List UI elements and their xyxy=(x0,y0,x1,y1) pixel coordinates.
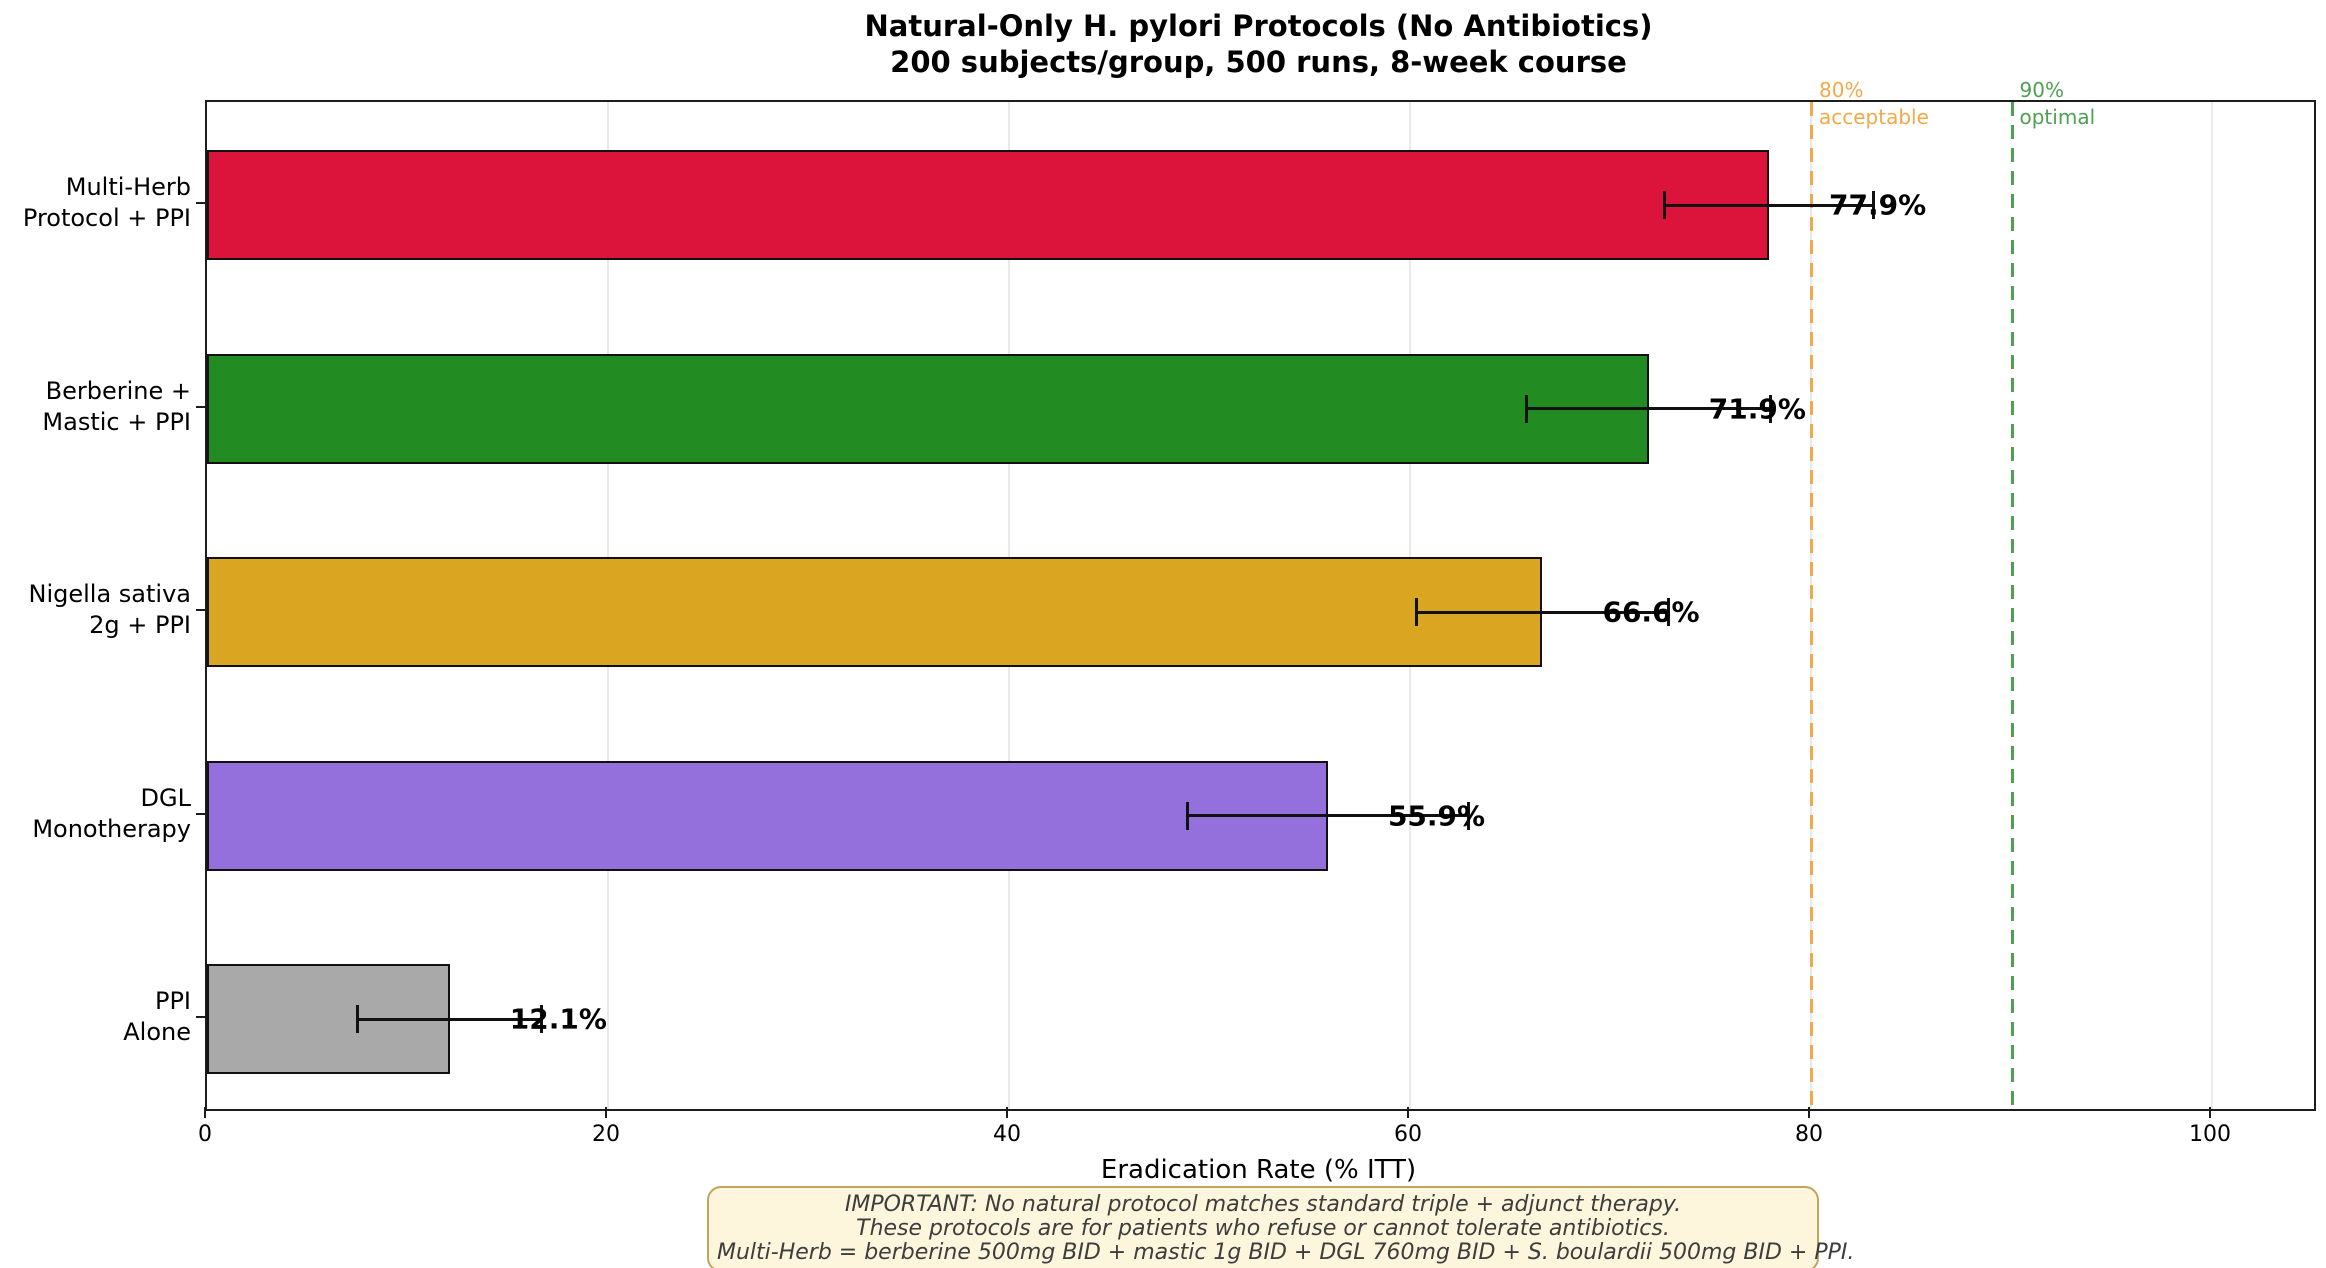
bar-value-label-2: 71.9% xyxy=(1708,392,1806,425)
y-tick-2 xyxy=(196,405,205,408)
error-bar-cap-right-2 xyxy=(1769,394,1773,423)
y-tick-label-3-line1: Nigella sativa xyxy=(28,580,192,608)
y-tick-1 xyxy=(196,202,205,204)
error-bar-2 xyxy=(1526,407,1771,410)
y-tick-label-3-line2: 2g + PPI xyxy=(89,611,191,639)
y-tick-label-2-line1: Berberine + xyxy=(45,376,191,405)
threshold-label-line2-80: acceptable xyxy=(1819,105,1929,129)
x-tick-label-40: 40 xyxy=(993,1122,1021,1147)
y-tick-label-3: Nigella sativa 2g + PPI xyxy=(0,579,192,641)
x-tick-label-60: 60 xyxy=(1394,1122,1422,1147)
chart-title: Natural-Only H. pylori Protocols (No Ant… xyxy=(205,8,2312,80)
x-tick-100 xyxy=(2209,1107,2211,1118)
error-bar-cap-right-4 xyxy=(1466,801,1470,830)
y-tick-label-5-line1: PPI xyxy=(154,987,191,1015)
y-tick-label-4-line1: DGL xyxy=(140,783,191,812)
y-tick-label-2: Berberine + Mastic + PPI xyxy=(0,376,191,438)
error-bar-4 xyxy=(1187,814,1469,817)
chart-title-line2: 200 subjects/group, 500 runs, 8-week cou… xyxy=(890,45,1627,79)
error-bar-cap-right-3 xyxy=(1667,598,1671,626)
threshold-label-line1-90: 90% xyxy=(2019,78,2064,102)
note-box: IMPORTANT: No natural protocol matches s… xyxy=(707,1186,1855,1268)
note-line-2: These protocols are for patients who ref… xyxy=(856,1216,1670,1241)
y-tick-label-1: Multi-Herb Protocol + PPI xyxy=(0,172,191,234)
y-tick-label-5-line2: Alone xyxy=(123,1018,191,1046)
error-bar-cap-right-5 xyxy=(540,1005,544,1033)
x-tick-label-0: 0 xyxy=(198,1122,212,1147)
threshold-label-80: 80% acceptable xyxy=(1819,77,1929,131)
x-axis-label: Eradication Rate (% ITT) xyxy=(1100,1155,1417,1185)
x-tick-label-100: 100 xyxy=(2189,1122,2231,1147)
error-bar-cap-left-2 xyxy=(1524,394,1528,423)
y-tick-label-4: DGL Monotherapy xyxy=(0,783,191,845)
bar-value-label-3: 66.6% xyxy=(1602,595,1700,629)
threshold-label-90: 90% optimal xyxy=(2020,77,2096,131)
y-tick-3 xyxy=(196,609,205,611)
x-tick-40 xyxy=(1006,1107,1008,1118)
bar-2 xyxy=(207,353,1649,464)
error-bar-5 xyxy=(357,1017,542,1021)
error-bar-cap-left-4 xyxy=(1185,801,1189,830)
error-bar-1 xyxy=(1664,203,1874,207)
bar-value-label-5: 12.1% xyxy=(509,1002,607,1036)
y-tick-5 xyxy=(196,1016,205,1018)
y-tick-label-1-line1: Multi-Herb xyxy=(65,173,191,201)
error-bar-3 xyxy=(1416,610,1669,614)
bar-value-label-4: 55.9% xyxy=(1387,799,1486,832)
x-tick-80 xyxy=(1808,1107,1810,1118)
threshold-label-line1-80: 80% xyxy=(1819,78,1864,102)
error-bar-cap-left-1 xyxy=(1663,191,1667,219)
note-line-3: Multi-Herb = berberine 500mg BID + masti… xyxy=(717,1240,1855,1265)
y-tick-label-5: PPI Alone xyxy=(0,986,191,1048)
plot-area: 77.9% 71.9% 66.6% 55.9% 12.1% xyxy=(205,100,2316,1111)
y-tick-label-2-line2: Mastic + PPI xyxy=(42,407,191,436)
note-line-1: IMPORTANT: No natural protocol matches s… xyxy=(844,1192,1682,1217)
chart-title-line1: Natural-Only H. pylori Protocols (No Ant… xyxy=(864,9,1653,43)
error-bar-cap-left-5 xyxy=(355,1005,359,1033)
x-tick-20 xyxy=(605,1107,607,1118)
x-tick-label-20: 20 xyxy=(592,1122,620,1147)
x-tick-label-80: 80 xyxy=(1795,1122,1823,1147)
y-tick-4 xyxy=(196,812,205,815)
bar-1 xyxy=(207,150,1769,260)
x-tick-60 xyxy=(1407,1107,1409,1118)
x-tick-0 xyxy=(204,1107,206,1118)
error-bar-cap-left-3 xyxy=(1414,598,1418,626)
gridline-100 xyxy=(2211,102,2213,1109)
threshold-line-90 xyxy=(2010,102,2014,1109)
bar-3 xyxy=(207,557,1543,667)
error-bar-cap-right-1 xyxy=(1871,191,1875,219)
threshold-label-line2-90: optimal xyxy=(2019,105,2096,129)
bar-value-label-1: 77.9% xyxy=(1829,188,1927,222)
threshold-line-80 xyxy=(1810,102,1813,1109)
y-tick-label-1-line2: Protocol + PPI xyxy=(22,204,191,232)
bar-4 xyxy=(207,760,1328,871)
y-tick-label-4-line2: Monotherapy xyxy=(32,814,191,843)
